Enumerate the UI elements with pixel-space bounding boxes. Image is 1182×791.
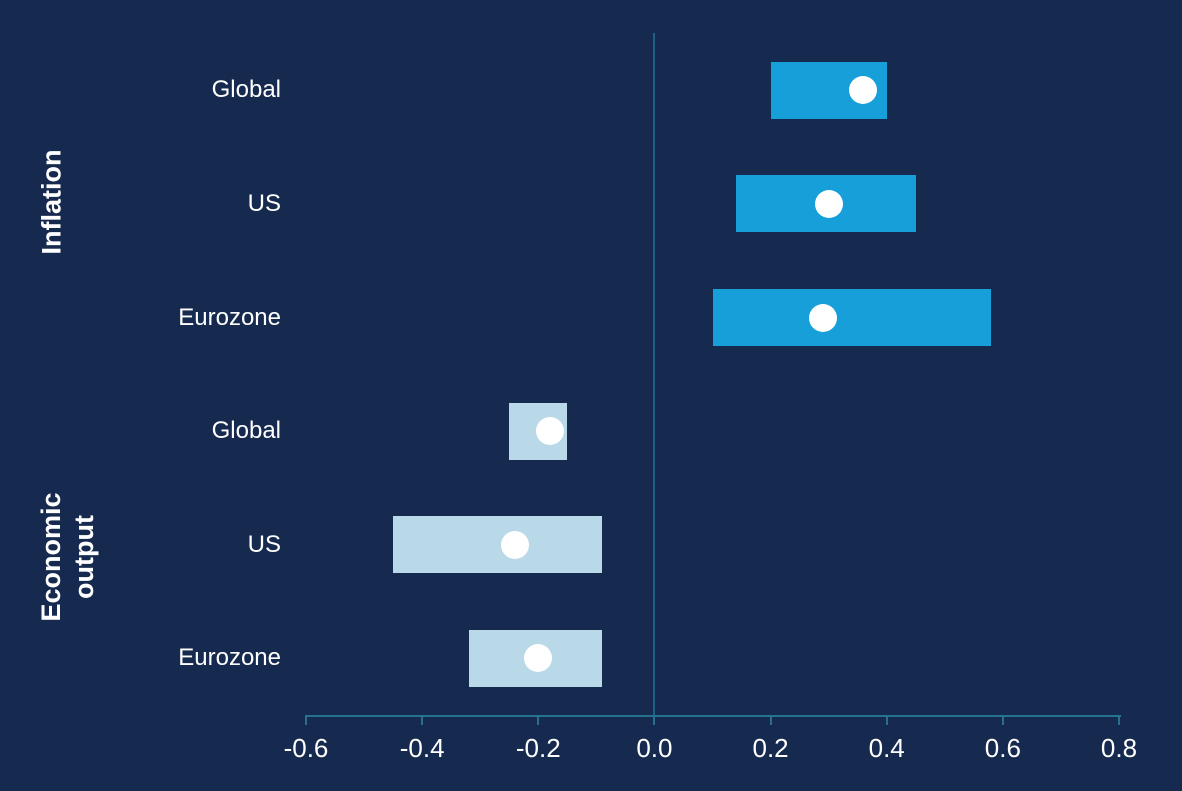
category-label-us: US: [247, 189, 281, 217]
x-axis-tick-label: 0.8: [1100, 733, 1138, 763]
x-axis-tick: [1118, 715, 1120, 725]
range-bar: [393, 516, 603, 573]
range-bar: [712, 289, 992, 346]
point-estimate-dot: [814, 189, 843, 218]
x-axis-tick: [653, 715, 656, 725]
x-axis-line: [306, 715, 1121, 717]
x-axis-tick: [421, 715, 424, 725]
category-label-global: Global: [211, 417, 281, 444]
point-estimate-dot: [849, 76, 878, 104]
point-estimate-dot: [535, 417, 564, 445]
group-label-line: output: [69, 515, 99, 599]
x-axis-tick-label: 0.4: [868, 733, 905, 763]
x-axis-tick-label: -0.6: [283, 733, 329, 763]
point-estimate-dot: [501, 530, 530, 559]
group-label-line: Inflation: [36, 149, 67, 255]
category-label-global: Global: [211, 76, 281, 103]
x-axis-tick-label: 0.6: [984, 733, 1021, 763]
point-estimate-dot: [524, 644, 553, 672]
x-axis-tick: [305, 715, 307, 725]
x-axis-tick: [769, 715, 772, 725]
category-label-eurozone: Eurozone: [178, 644, 281, 671]
x-axis-tick-label: -0.2: [515, 733, 561, 763]
category-label-us: US: [247, 530, 281, 558]
point-estimate-dot: [808, 303, 837, 332]
x-axis-tick: [537, 715, 540, 725]
x-axis-tick-label: 0.2: [752, 733, 789, 763]
x-axis-tick-label: 0.0: [636, 733, 673, 763]
x-axis-tick-label: -0.4: [399, 733, 445, 763]
x-axis-tick: [1001, 715, 1004, 725]
zero-reference-line: [653, 33, 656, 717]
group-label-line: Economic: [36, 492, 66, 622]
group-label-economic-output: Economic output: [35, 492, 101, 621]
group-label-inflation: Inflation: [36, 150, 69, 255]
category-label-eurozone: Eurozone: [178, 303, 281, 331]
x-axis-tick: [885, 715, 888, 725]
